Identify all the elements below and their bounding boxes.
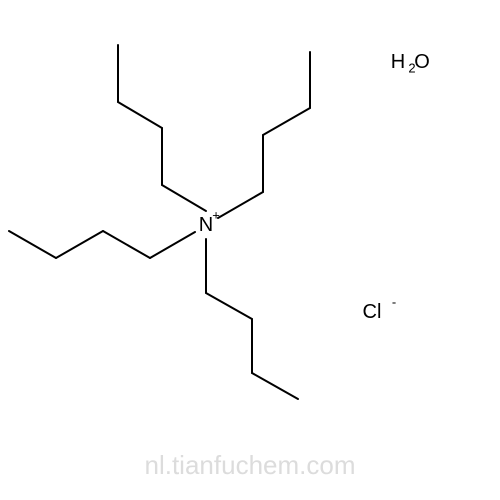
bond-c3-seg1 bbox=[150, 232, 195, 258]
svg-text:-: - bbox=[392, 295, 396, 310]
svg-text:H: H bbox=[391, 51, 405, 73]
atom-label-layer: N+ H2O Cl- bbox=[199, 51, 430, 323]
svg-text:N: N bbox=[199, 214, 213, 236]
bond-c3-seg4 bbox=[9, 231, 56, 258]
svg-text:+: + bbox=[212, 208, 220, 223]
svg-text:Cl: Cl bbox=[363, 301, 382, 323]
water-label: H2O bbox=[391, 51, 430, 76]
nitrogen-cation-label: N+ bbox=[199, 208, 220, 237]
molecule-canvas: N+ H2O Cl- bbox=[0, 0, 500, 500]
svg-text:O: O bbox=[414, 51, 430, 73]
chloride-anion-label: Cl- bbox=[363, 295, 397, 324]
bond-c1-seg1 bbox=[162, 185, 206, 211]
bond-c2-seg1 bbox=[218, 192, 263, 218]
bond-c2-seg3 bbox=[263, 108, 310, 135]
bond-c1-seg3 bbox=[118, 102, 162, 128]
bond-c4-seg4 bbox=[252, 373, 298, 399]
bond-c3-seg2 bbox=[103, 231, 150, 258]
bond-c4-seg2 bbox=[206, 293, 252, 319]
bond-layer bbox=[9, 45, 310, 399]
bond-c3-seg3 bbox=[56, 231, 103, 258]
